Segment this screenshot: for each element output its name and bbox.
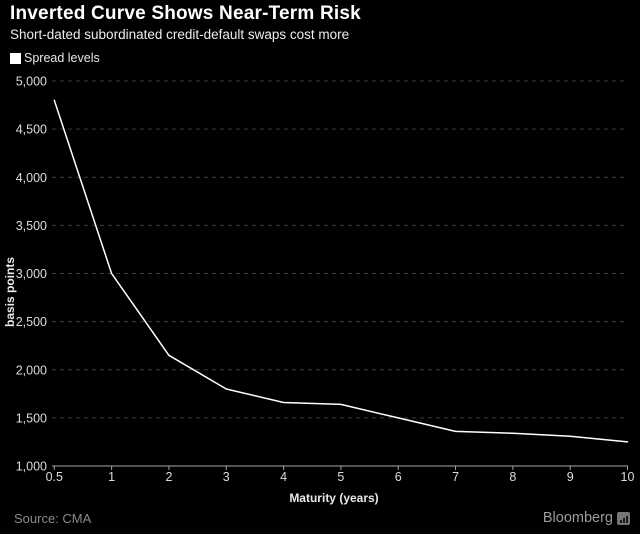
x-tick-label: 5 — [337, 470, 344, 484]
y-tick-label: 2,000 — [16, 363, 47, 377]
x-tick-label: 2 — [165, 470, 172, 484]
y-tick-label: 4,000 — [16, 171, 47, 185]
y-tick-label: 1,500 — [16, 411, 47, 425]
y-tick-label: 1,000 — [16, 460, 47, 474]
y-tick-label: 4,500 — [16, 123, 47, 137]
x-axis-title: Maturity (years) — [289, 491, 378, 505]
x-tick-label: 9 — [567, 470, 574, 484]
chart-header: Inverted Curve Shows Near-Term Risk Shor… — [0, 0, 640, 65]
y-tick-label: 3,000 — [16, 267, 47, 281]
legend-square-swatch-icon — [10, 52, 21, 64]
y-tick-label: 3,500 — [16, 219, 47, 233]
source-note: Source: CMA — [14, 510, 92, 526]
x-tick-label: 0.5 — [46, 470, 63, 484]
y-tick-label: 5,000 — [16, 75, 47, 89]
chart-subtitle: Short-dated subordinated credit-default … — [10, 27, 350, 42]
x-tick-label: 8 — [509, 470, 516, 484]
x-tick-label: 7 — [452, 470, 459, 484]
legend-label: Spread levels — [24, 51, 100, 65]
chart-title: Inverted Curve Shows Near-Term Risk — [10, 3, 361, 24]
y-axis-title: basis points — [3, 257, 17, 327]
x-tick-label: 4 — [280, 470, 287, 484]
x-tick-label: 1 — [108, 470, 115, 484]
x-tick-label: 3 — [223, 470, 230, 484]
spread-levels-curve — [53, 99, 629, 443]
bloomberg-brand: Bloomberg — [543, 510, 630, 526]
bloomberg-wordmark: Bloomberg — [542, 510, 613, 526]
x-tick-label: 10 — [621, 470, 635, 484]
x-tick-label: 6 — [395, 470, 402, 484]
y-tick-label: 2,500 — [16, 315, 47, 329]
legend: Spread levels — [10, 51, 630, 65]
chart-footer: Source: CMA Bloomberg — [0, 510, 640, 526]
bloomberg-terminal-icon — [617, 511, 630, 525]
